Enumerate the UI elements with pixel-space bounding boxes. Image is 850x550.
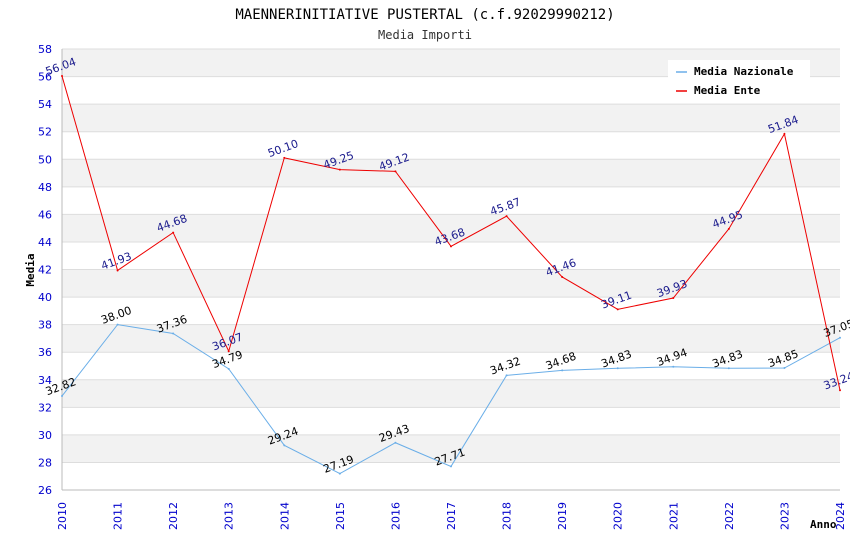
data-label-ente: 50.10: [266, 137, 300, 160]
y-tick-label: 42: [38, 264, 52, 277]
data-point-ente: [394, 170, 397, 173]
data-point-ente: [338, 168, 341, 171]
data-point-nazionale: [61, 395, 63, 398]
data-point-ente: [839, 389, 841, 392]
data-point-nazionale: [561, 369, 564, 372]
x-tick-label: 2021: [667, 502, 680, 530]
data-point-nazionale: [394, 441, 397, 444]
data-point-ente: [505, 215, 508, 218]
data-point-ente: [783, 132, 786, 135]
grid-bands: [62, 49, 840, 463]
grid-lines: [62, 48, 840, 491]
y-tick-label: 46: [38, 208, 52, 221]
series-layer: [61, 75, 841, 475]
data-point-nazionale: [450, 465, 452, 468]
legend-label-nazionale: Media Nazionale: [694, 65, 794, 78]
data-point-ente: [450, 245, 452, 248]
legend-label-ente: Media Ente: [694, 84, 761, 97]
y-tick-label: 32: [38, 401, 52, 414]
data-point-ente: [283, 156, 286, 159]
y-tick-label: 56: [38, 71, 52, 84]
grid-band: [62, 104, 840, 132]
y-tick-label: 50: [38, 153, 52, 166]
data-point-nazionale: [839, 336, 841, 339]
grid-band: [62, 159, 840, 187]
data-point-ente: [616, 308, 619, 311]
y-tick-label: 40: [38, 291, 52, 304]
data-point-ente: [61, 75, 63, 78]
data-point-ente: [727, 227, 730, 230]
x-tick-label: 2024: [834, 502, 847, 530]
data-label-nazionale: 38.00: [99, 304, 133, 327]
x-tick-label: 2011: [112, 502, 125, 530]
y-tick-label: 36: [38, 346, 52, 359]
data-point-ente: [227, 350, 230, 353]
y-tick-label: 54: [38, 98, 52, 111]
data-label-nazionale: 34.68: [544, 350, 578, 373]
x-tick-label: 2016: [389, 502, 402, 530]
y-tick-label: 34: [38, 374, 52, 387]
chart-subtitle: Media Importi: [378, 28, 472, 42]
x-tick-label: 2022: [723, 502, 736, 530]
x-tick-label: 2012: [167, 502, 180, 530]
grid-band: [62, 214, 840, 242]
y-axis-ticks: 26 28 30 32 34 36 38 40 42 44 46 48 50 52 54 56 58: [38, 43, 52, 497]
x-tick-label: 2023: [778, 502, 791, 530]
data-point-nazionale: [283, 444, 286, 447]
data-point-nazionale: [672, 365, 675, 368]
data-point-nazionale: [338, 472, 341, 475]
grid-band: [62, 434, 840, 463]
data-point-nazionale: [727, 367, 730, 370]
x-axis-label: Anno: [810, 518, 837, 531]
legend: Media Nazionale Media Ente: [668, 60, 810, 102]
legend-box: [668, 60, 810, 102]
y-tick-label: 48: [38, 181, 52, 194]
x-tick-label: 2015: [334, 502, 347, 530]
y-tick-label: 28: [38, 456, 52, 469]
grid-band: [62, 379, 840, 408]
y-tick-label: 26: [38, 484, 52, 497]
x-tick-label: 2020: [612, 502, 625, 530]
y-axis-label: Media: [24, 253, 37, 286]
data-point-nazionale: [172, 332, 175, 335]
data-point-nazionale: [783, 367, 786, 370]
x-tick-label: 2014: [278, 502, 291, 530]
y-tick-label: 58: [38, 43, 52, 56]
y-tick-label: 44: [38, 236, 52, 249]
grid-band: [62, 324, 840, 353]
y-tick-label: 30: [38, 429, 52, 442]
data-point-ente: [172, 231, 175, 234]
data-point-ente: [672, 297, 675, 300]
x-axis-ticks: 2010 2011 2012 2013 2014 2015 2016 2017 2018 2019…: [56, 502, 847, 530]
x-tick-label: 2017: [445, 502, 458, 530]
data-point-nazionale: [116, 323, 119, 326]
grid-band: [62, 269, 840, 298]
data-point-nazionale: [616, 367, 619, 370]
x-tick-label: 2018: [501, 502, 514, 530]
data-point-ente: [561, 275, 564, 278]
x-tick-label: 2019: [556, 502, 569, 530]
y-tick-label: 52: [38, 126, 52, 139]
data-point-nazionale: [505, 374, 508, 377]
x-tick-label: 2013: [223, 502, 236, 530]
data-point-nazionale: [227, 367, 230, 370]
chart-title: MAENNERINITIATIVE PUSTERTAL (c.f.9202999…: [235, 7, 614, 23]
y-tick-label: 38: [38, 319, 52, 332]
x-tick-label: 2010: [56, 502, 69, 530]
data-point-ente: [116, 269, 119, 272]
